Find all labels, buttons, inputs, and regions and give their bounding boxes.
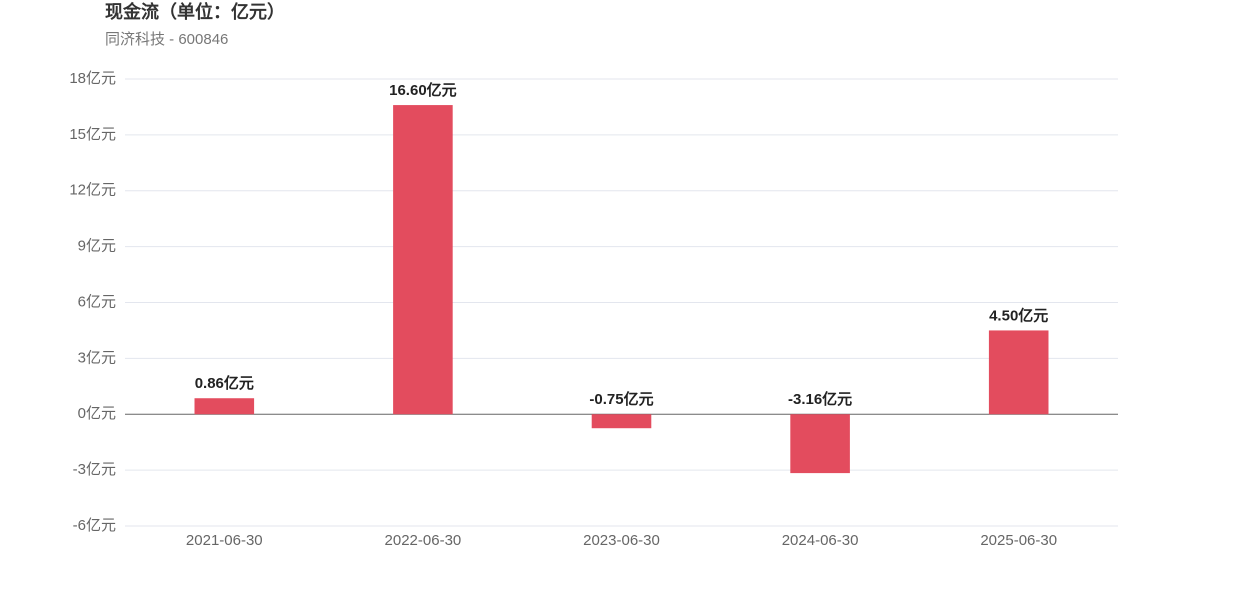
bar (790, 414, 850, 474)
x-tick-label: 2022-06-30 (385, 532, 462, 549)
chart-title: 现金流（单位：亿元） (105, 1, 285, 22)
bar (988, 330, 1049, 415)
value-label: -3.16亿元 (788, 390, 852, 408)
value-label: -0.75亿元 (589, 390, 653, 408)
bar (591, 414, 652, 429)
y-tick-label: 9亿元 (78, 238, 116, 255)
value-label: 0.86亿元 (195, 374, 254, 392)
y-tick-label: -6亿元 (73, 517, 116, 534)
y-tick-label: 12亿元 (69, 182, 116, 199)
bar (393, 105, 453, 415)
y-tick-label: 18亿元 (69, 70, 116, 87)
value-label: 16.60亿元 (389, 81, 457, 99)
value-label: 4.50亿元 (989, 306, 1048, 324)
y-tick-label: 15亿元 (69, 126, 116, 143)
x-tick-label: 2024-06-30 (782, 532, 859, 549)
x-tick-label: 2025-06-30 (980, 532, 1057, 549)
y-tick-label: -3亿元 (73, 461, 116, 478)
y-tick-label: 0亿元 (78, 405, 116, 422)
x-tick-label: 2023-06-30 (583, 532, 660, 549)
chart-subtitle: 同济科技 - 600846 (105, 31, 228, 48)
y-tick-label: 6亿元 (78, 293, 116, 310)
bar (194, 398, 255, 415)
y-tick-label: 3亿元 (78, 349, 116, 366)
x-tick-label: 2021-06-30 (186, 532, 263, 549)
